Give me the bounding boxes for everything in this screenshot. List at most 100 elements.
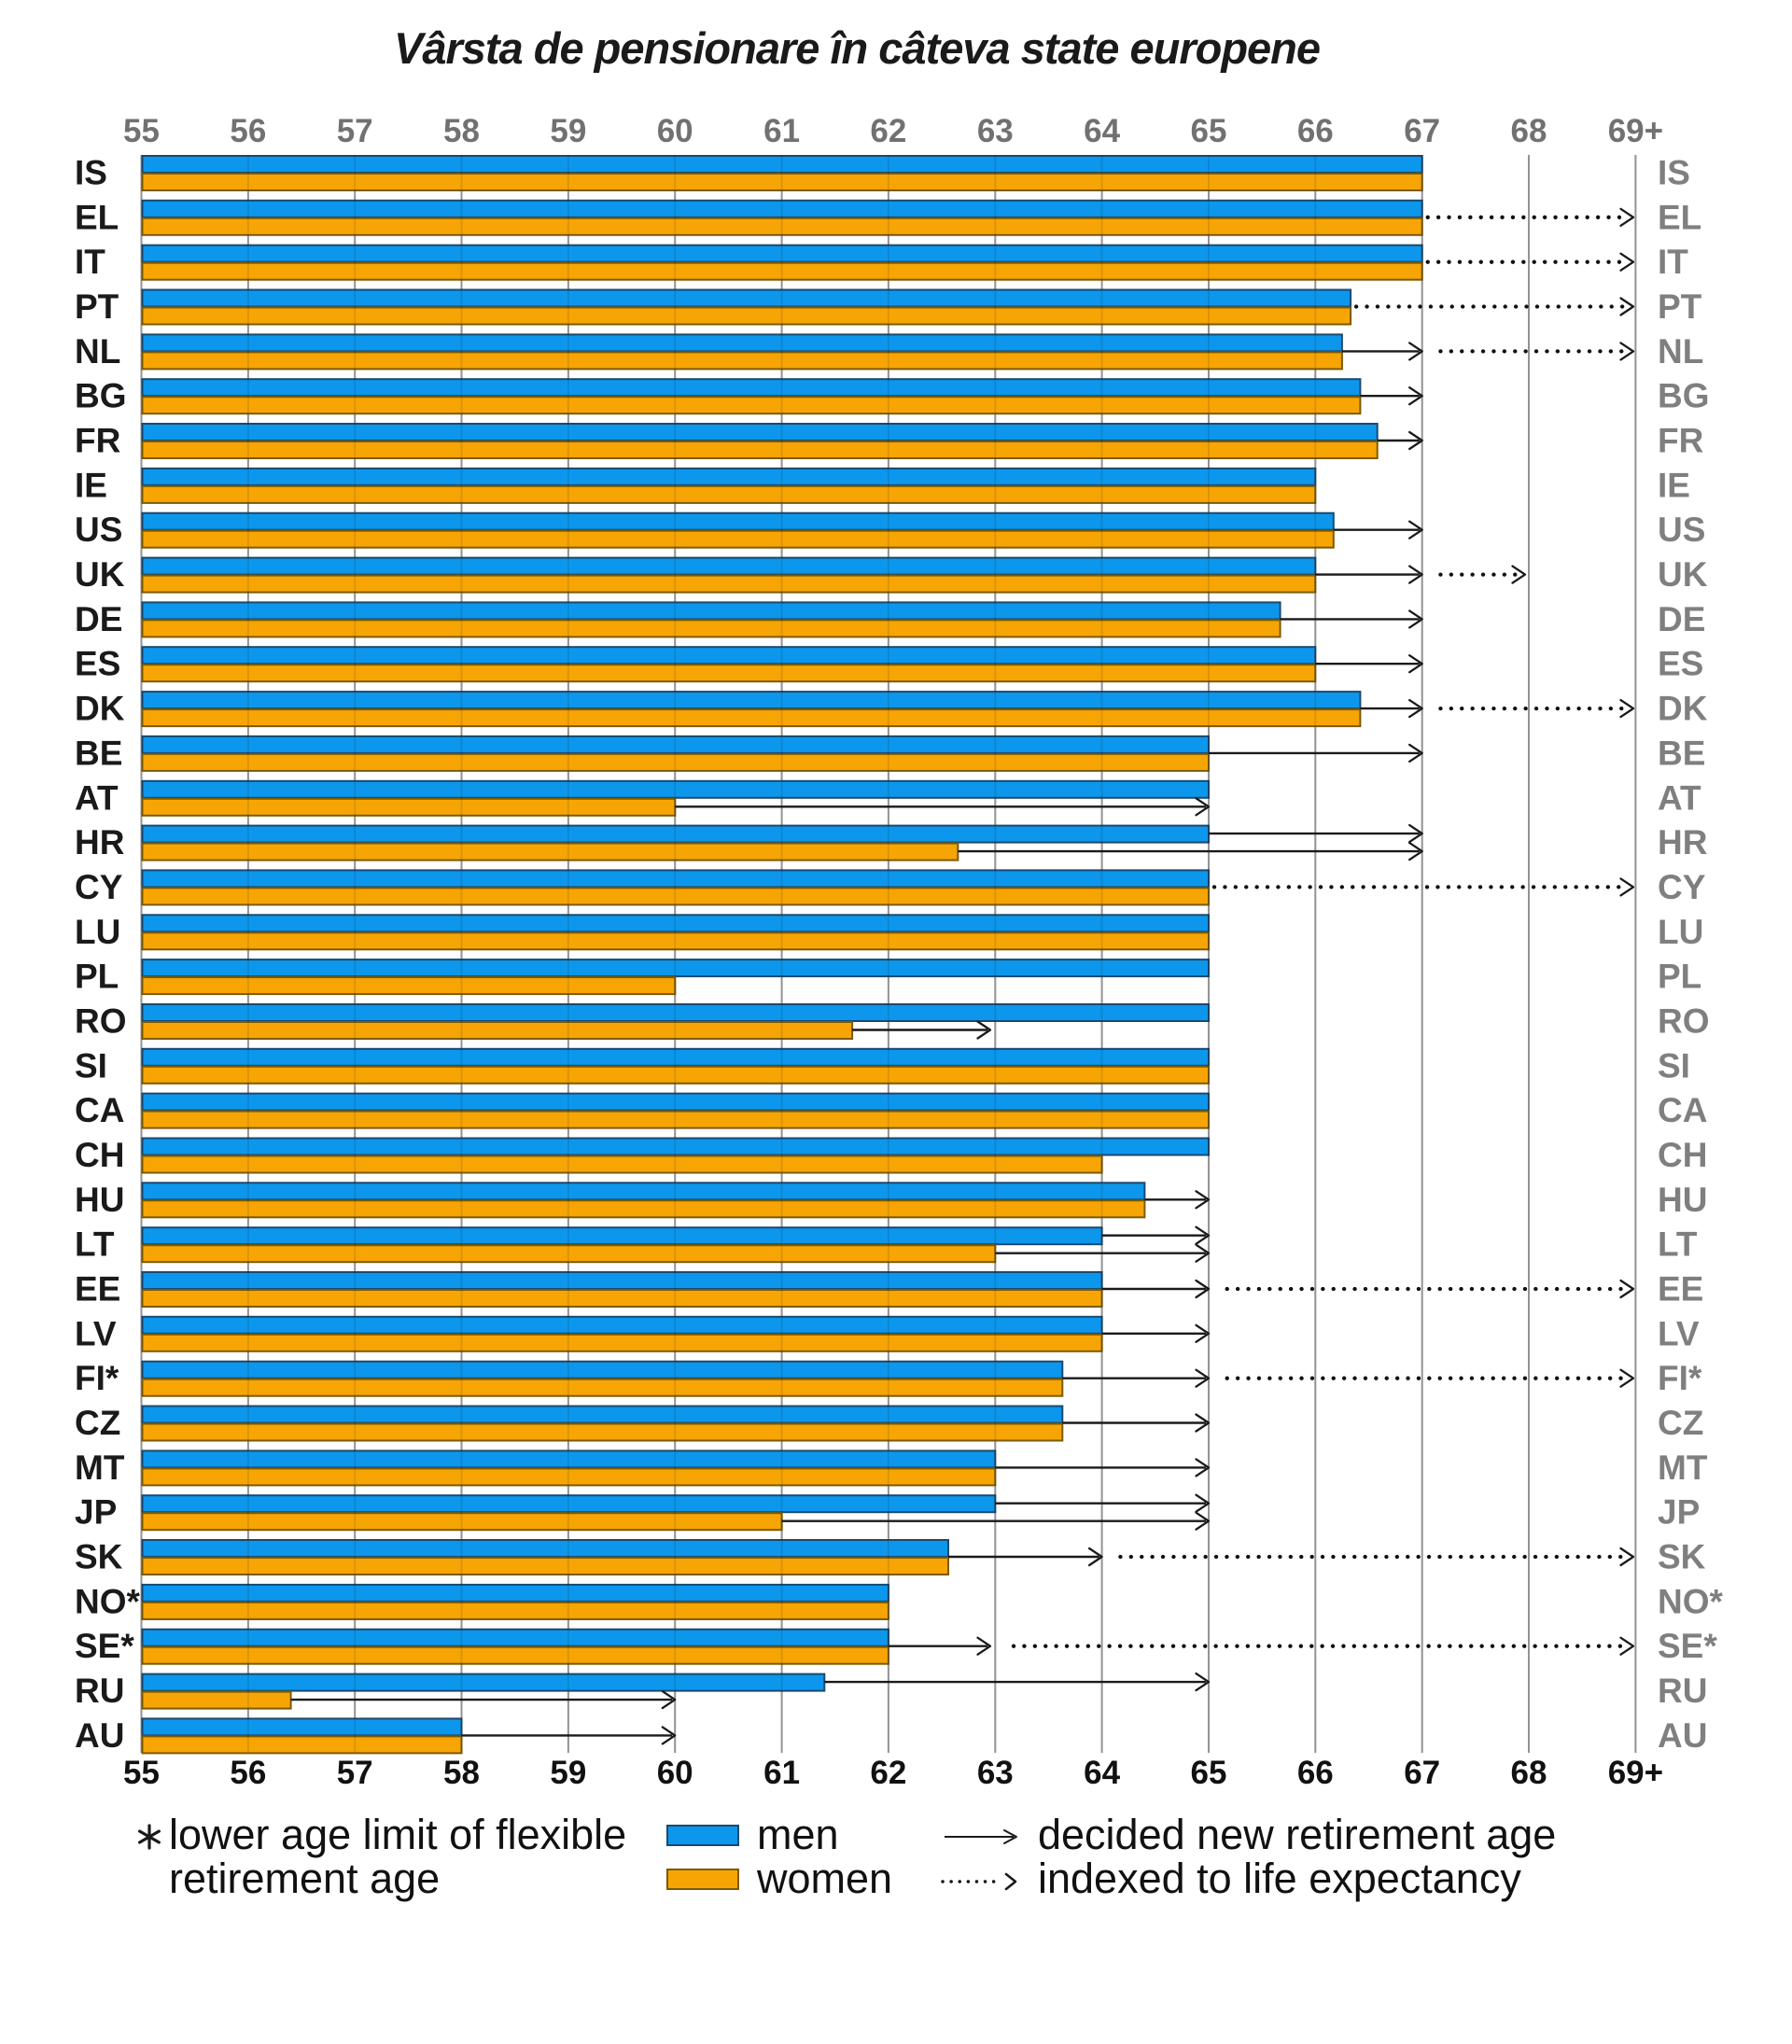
svg-text:58: 58: [443, 113, 480, 149]
svg-text:HR: HR: [75, 823, 124, 861]
svg-text:EE: EE: [1658, 1270, 1703, 1309]
svg-text:FI*: FI*: [75, 1359, 119, 1397]
svg-text:MT: MT: [75, 1449, 125, 1487]
svg-text:SI: SI: [1658, 1046, 1690, 1085]
svg-text:62: 62: [870, 1755, 906, 1791]
svg-text:BG: BG: [75, 377, 127, 415]
svg-text:57: 57: [337, 113, 373, 149]
svg-text:Vârsta de pensionare în câteva: Vârsta de pensionare în câteva state eur…: [394, 23, 1320, 73]
svg-text:CY: CY: [1658, 868, 1706, 906]
svg-text:SI: SI: [75, 1046, 107, 1085]
svg-text:55: 55: [123, 1755, 160, 1791]
svg-text:65: 65: [1191, 1755, 1227, 1791]
svg-text:US: US: [1658, 511, 1705, 549]
svg-text:MT: MT: [1658, 1449, 1708, 1487]
svg-text:55: 55: [123, 113, 160, 149]
svg-text:PT: PT: [1658, 287, 1702, 326]
svg-text:64: 64: [1084, 1755, 1120, 1791]
svg-text:CY: CY: [75, 868, 123, 906]
svg-text:LT: LT: [1658, 1225, 1698, 1264]
svg-text:67: 67: [1404, 113, 1440, 149]
svg-text:66: 66: [1297, 1755, 1334, 1791]
svg-text:BE: BE: [75, 734, 122, 772]
svg-text:AT: AT: [75, 778, 119, 817]
svg-text:indexed to life expectancy: indexed to life expectancy: [1038, 1855, 1521, 1902]
svg-text:PL: PL: [1658, 958, 1701, 996]
svg-text:NO*: NO*: [1658, 1582, 1724, 1620]
svg-text:HU: HU: [1658, 1181, 1707, 1219]
svg-text:women: women: [756, 1855, 892, 1902]
svg-text:RO: RO: [1658, 1002, 1710, 1041]
svg-text:CZ: CZ: [75, 1404, 120, 1442]
svg-text:65: 65: [1191, 113, 1227, 149]
svg-text:LT: LT: [75, 1225, 115, 1264]
svg-text:60: 60: [657, 113, 693, 149]
svg-text:SK: SK: [75, 1538, 123, 1576]
svg-text:CA: CA: [1658, 1091, 1707, 1129]
svg-text:66: 66: [1297, 113, 1334, 149]
svg-text:BE: BE: [1658, 734, 1705, 772]
svg-text:FR: FR: [75, 422, 120, 460]
svg-text:decided new retirement age: decided new retirement age: [1038, 1811, 1556, 1858]
svg-text:IS: IS: [75, 154, 107, 192]
svg-text:60: 60: [657, 1755, 693, 1791]
svg-text:67: 67: [1404, 1755, 1440, 1791]
svg-text:SE*: SE*: [75, 1627, 134, 1665]
svg-text:56: 56: [230, 1755, 266, 1791]
svg-text:64: 64: [1084, 113, 1120, 149]
svg-text:HR: HR: [1658, 823, 1707, 861]
svg-text:CH: CH: [1658, 1136, 1707, 1174]
svg-text:68: 68: [1511, 1755, 1547, 1791]
svg-text:retirement age: retirement age: [169, 1855, 440, 1902]
svg-text:CZ: CZ: [1658, 1404, 1703, 1442]
svg-text:LU: LU: [1658, 913, 1703, 951]
svg-text:BG: BG: [1658, 377, 1710, 415]
svg-text:PT: PT: [75, 287, 119, 326]
svg-text:NL: NL: [1658, 332, 1703, 371]
svg-text:EL: EL: [75, 198, 119, 236]
svg-text:AT: AT: [1658, 778, 1701, 817]
svg-text:IS: IS: [1658, 154, 1690, 192]
svg-text:DE: DE: [75, 600, 122, 638]
svg-text:NL: NL: [75, 332, 120, 371]
svg-text:JP: JP: [1658, 1493, 1700, 1532]
svg-text:63: 63: [977, 113, 1014, 149]
svg-text:68: 68: [1511, 113, 1547, 149]
svg-text:58: 58: [443, 1755, 480, 1791]
svg-text:NO*: NO*: [75, 1582, 141, 1620]
svg-text:UK: UK: [75, 555, 125, 594]
svg-text:PL: PL: [75, 958, 119, 996]
svg-text:61: 61: [763, 1755, 800, 1791]
svg-text:HU: HU: [75, 1181, 124, 1219]
svg-text:59: 59: [550, 113, 586, 149]
svg-text:SE*: SE*: [1658, 1627, 1717, 1665]
svg-text:SK: SK: [1658, 1538, 1706, 1576]
svg-text:IE: IE: [1658, 466, 1690, 504]
svg-text:CH: CH: [75, 1136, 124, 1174]
svg-text:DK: DK: [1658, 690, 1708, 728]
svg-text:57: 57: [337, 1755, 373, 1791]
svg-text:UK: UK: [1658, 555, 1708, 594]
svg-text:JP: JP: [75, 1493, 117, 1532]
svg-text:AU: AU: [1658, 1716, 1707, 1755]
svg-text:US: US: [75, 511, 122, 549]
svg-text:men: men: [757, 1811, 839, 1858]
svg-text:LU: LU: [75, 913, 120, 951]
svg-text:69+: 69+: [1608, 1755, 1663, 1791]
svg-text:EL: EL: [1658, 198, 1701, 236]
svg-text:59: 59: [550, 1755, 586, 1791]
svg-text:AU: AU: [75, 1716, 124, 1755]
svg-text:RO: RO: [75, 1002, 127, 1041]
svg-text:ES: ES: [1658, 645, 1703, 683]
svg-text:EE: EE: [75, 1270, 120, 1309]
svg-text:CA: CA: [75, 1091, 124, 1129]
svg-text:69+: 69+: [1608, 113, 1663, 149]
svg-text:LV: LV: [1658, 1314, 1700, 1352]
svg-text:FI*: FI*: [1658, 1359, 1702, 1397]
svg-text:ES: ES: [75, 645, 120, 683]
svg-text:LV: LV: [75, 1314, 117, 1352]
svg-text:63: 63: [977, 1755, 1014, 1791]
svg-text:IT: IT: [75, 243, 105, 281]
svg-text:DE: DE: [1658, 600, 1705, 638]
svg-text:56: 56: [230, 113, 266, 149]
